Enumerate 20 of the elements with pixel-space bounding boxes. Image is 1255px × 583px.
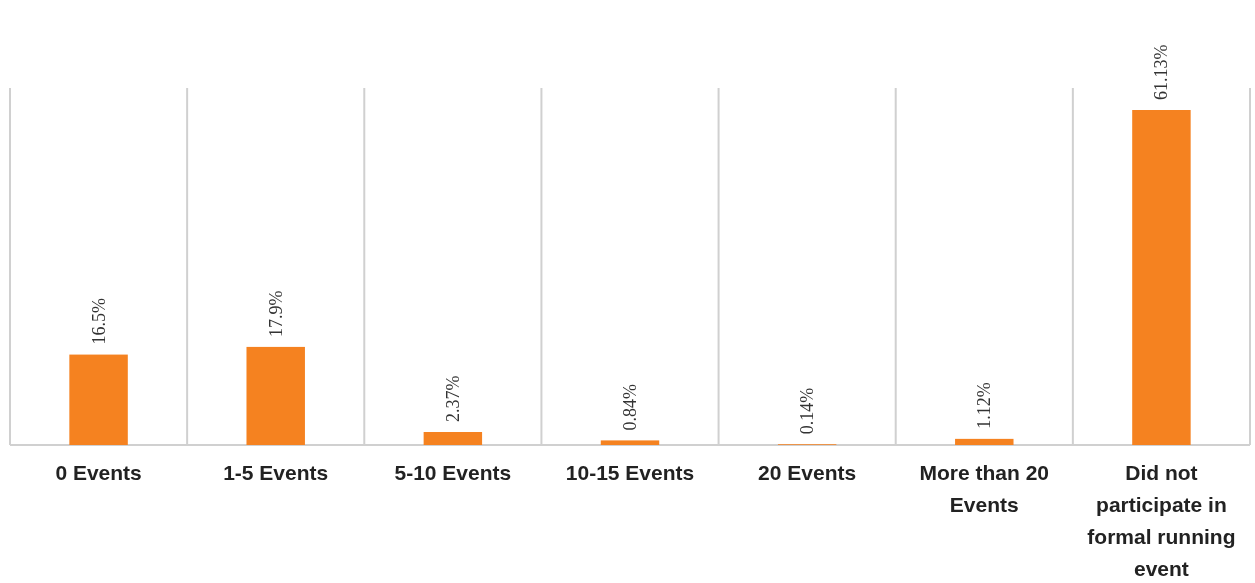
x-tick-label: 1-5 Events xyxy=(223,461,329,484)
x-tick-label: 5-10 Events xyxy=(394,461,512,484)
data-label: 61.13% xyxy=(1151,44,1172,100)
x-tick-label: More than 20 Events xyxy=(919,461,1050,516)
data-label: 0.84% xyxy=(620,383,640,431)
data-label: 1.12% xyxy=(974,382,995,429)
data-label: 17.9% xyxy=(265,290,286,337)
bar xyxy=(69,354,128,445)
bar xyxy=(1132,110,1191,445)
bar xyxy=(955,438,1014,445)
bar xyxy=(600,440,660,445)
data-label: 16.5% xyxy=(88,298,109,345)
data-label: 2.37% xyxy=(442,375,463,423)
bar xyxy=(423,432,483,445)
x-tick-label: 10-15 Events xyxy=(565,461,695,484)
x-tick-label: 20 Events xyxy=(758,461,857,484)
data-label: 0.14% xyxy=(797,387,818,435)
x-tick-label: Did not participate in formal running event xyxy=(1087,461,1236,580)
x-tick-label: 0 Events xyxy=(55,461,142,484)
bar xyxy=(246,346,305,445)
